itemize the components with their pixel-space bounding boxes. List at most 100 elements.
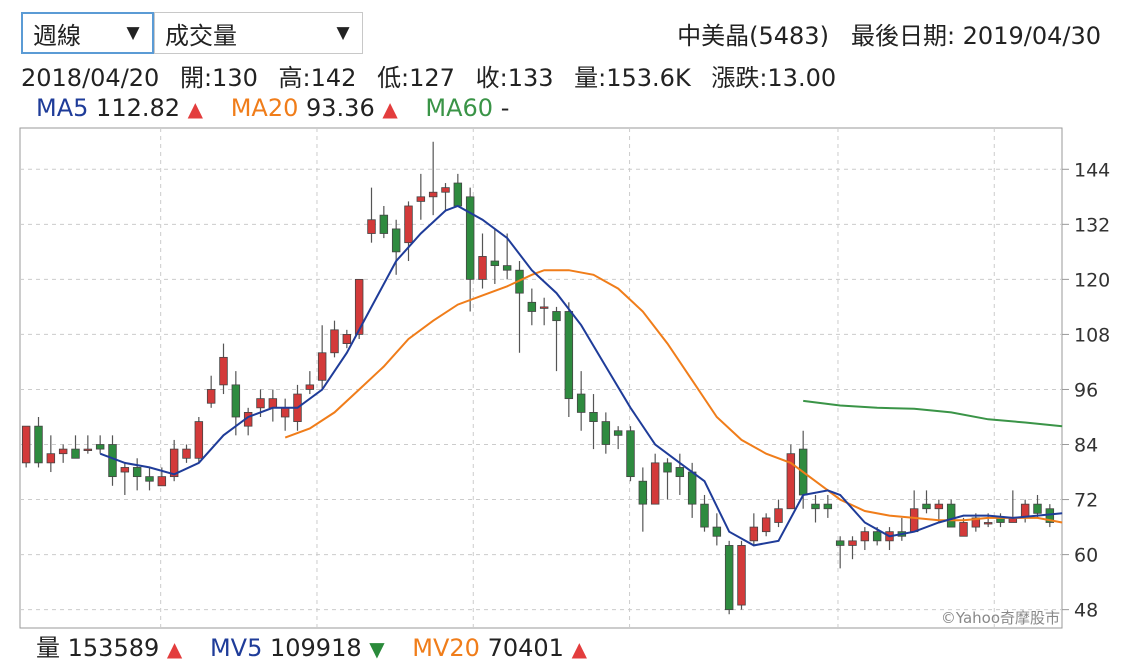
mv5-label: MV5 — [209, 634, 263, 662]
candle-body — [21, 425, 31, 464]
candle-body — [120, 467, 130, 473]
ma-legend: MA5 112.82 ▲ MA20 93.36 ▲ MA60 - — [36, 94, 529, 122]
candle — [613, 426, 623, 450]
stock-chart[interactable]: 48 60 72 84 96 108 120 132 144 ©Yahoo奇摩股市 — [0, 0, 1148, 644]
period-select[interactable]: 週線 ▼ — [21, 12, 154, 54]
ma5-trend-icon: ▲ — [187, 97, 204, 121]
info-low: 低:127 — [377, 64, 455, 92]
ohlc-info: 2018/04/20 開:130 高:142 低:127 收:133 量:153… — [21, 58, 849, 93]
mv20-trend-icon: ▲ — [571, 637, 587, 661]
candle-body — [909, 508, 919, 533]
mv5-trend-icon: ▼ — [369, 637, 385, 661]
candle-body — [848, 540, 857, 546]
candle — [379, 205, 389, 239]
candle — [502, 233, 512, 280]
y-tick-label: 48 — [1074, 600, 1098, 622]
candle — [391, 219, 401, 275]
candle-body — [132, 467, 142, 478]
vol-legend: 量 153589 ▲ — [36, 634, 182, 662]
candle — [663, 458, 672, 500]
candle — [71, 435, 80, 459]
stock-name: 中美晶(5483) — [677, 22, 829, 50]
candle-body — [860, 531, 870, 542]
candles — [21, 141, 1055, 615]
candle — [219, 343, 228, 395]
candle — [786, 444, 796, 510]
y-tick-label: 108 — [1074, 324, 1110, 346]
candle-body — [465, 196, 475, 280]
candle-body — [712, 526, 722, 537]
candle-body — [478, 256, 487, 280]
ma20-label: MA20 — [230, 94, 299, 122]
candle-body — [934, 503, 944, 510]
mv20-value: 70401 — [487, 634, 564, 662]
candle-body — [872, 531, 882, 542]
candle-body — [823, 503, 833, 510]
candle-body — [416, 196, 426, 202]
candle-body — [959, 522, 968, 537]
candle-body — [638, 480, 648, 505]
ma5-line — [99, 204, 1063, 547]
candle-body — [317, 352, 327, 381]
candle — [527, 288, 537, 326]
candle — [342, 329, 352, 349]
candle-body — [194, 421, 204, 459]
candle — [626, 426, 635, 482]
mv20-legend: MV20 70401 ▲ — [412, 634, 587, 662]
chevron-down-icon: ▼ — [126, 23, 140, 43]
candle-body — [737, 545, 746, 606]
candle-body — [946, 503, 956, 528]
candle-body — [404, 205, 413, 244]
vol-trend-icon: ▲ — [166, 637, 183, 661]
candle-body — [761, 517, 771, 533]
mv5-value: 109918 — [269, 634, 362, 662]
candle-body — [342, 334, 352, 344]
candle — [317, 325, 327, 390]
candle — [934, 499, 944, 523]
candle-body — [71, 448, 80, 459]
y-tick-label: 132 — [1074, 214, 1110, 236]
ma60-line — [803, 399, 1063, 428]
plot-frame — [19, 127, 1063, 629]
last-date: 最後日期: 2019/04/30 — [850, 22, 1101, 50]
candle-body — [453, 182, 463, 207]
candle — [305, 371, 315, 395]
candle-body — [231, 384, 241, 418]
info-volume: 量:153.6K — [574, 64, 691, 92]
candle-body — [108, 444, 117, 478]
candle — [564, 302, 574, 417]
candle — [835, 536, 845, 569]
candle — [823, 494, 833, 518]
candle — [638, 467, 648, 532]
candle-body — [367, 219, 376, 234]
candle-body — [663, 462, 672, 473]
candle — [83, 435, 93, 454]
candle-body — [502, 265, 512, 271]
candle-body — [564, 311, 574, 400]
info-date: 2018/04/20 — [21, 64, 160, 92]
candle-body — [95, 444, 105, 450]
candle-body — [774, 508, 783, 523]
candle — [478, 233, 487, 289]
candle-body — [145, 476, 154, 482]
candle — [120, 462, 130, 495]
candle-body — [391, 228, 401, 253]
candle — [749, 513, 759, 546]
candle — [404, 201, 413, 262]
candle-body — [527, 301, 537, 312]
y-tick-label: 96 — [1074, 379, 1098, 401]
candle — [589, 394, 598, 450]
period-value: 週線 — [33, 21, 81, 50]
candle — [650, 453, 660, 505]
indicator-select[interactable]: 成交量 ▼ — [154, 12, 363, 54]
candle-body — [922, 503, 931, 510]
ma60-label: MA60 — [425, 94, 494, 122]
candle — [700, 494, 709, 532]
vol-label: 量 — [36, 634, 60, 662]
chevron-down-icon: ▼ — [336, 23, 350, 43]
candle — [490, 228, 500, 284]
y-tick-label: 72 — [1074, 490, 1098, 512]
candle — [539, 297, 549, 326]
candle-body — [983, 522, 993, 525]
candle — [46, 435, 56, 473]
